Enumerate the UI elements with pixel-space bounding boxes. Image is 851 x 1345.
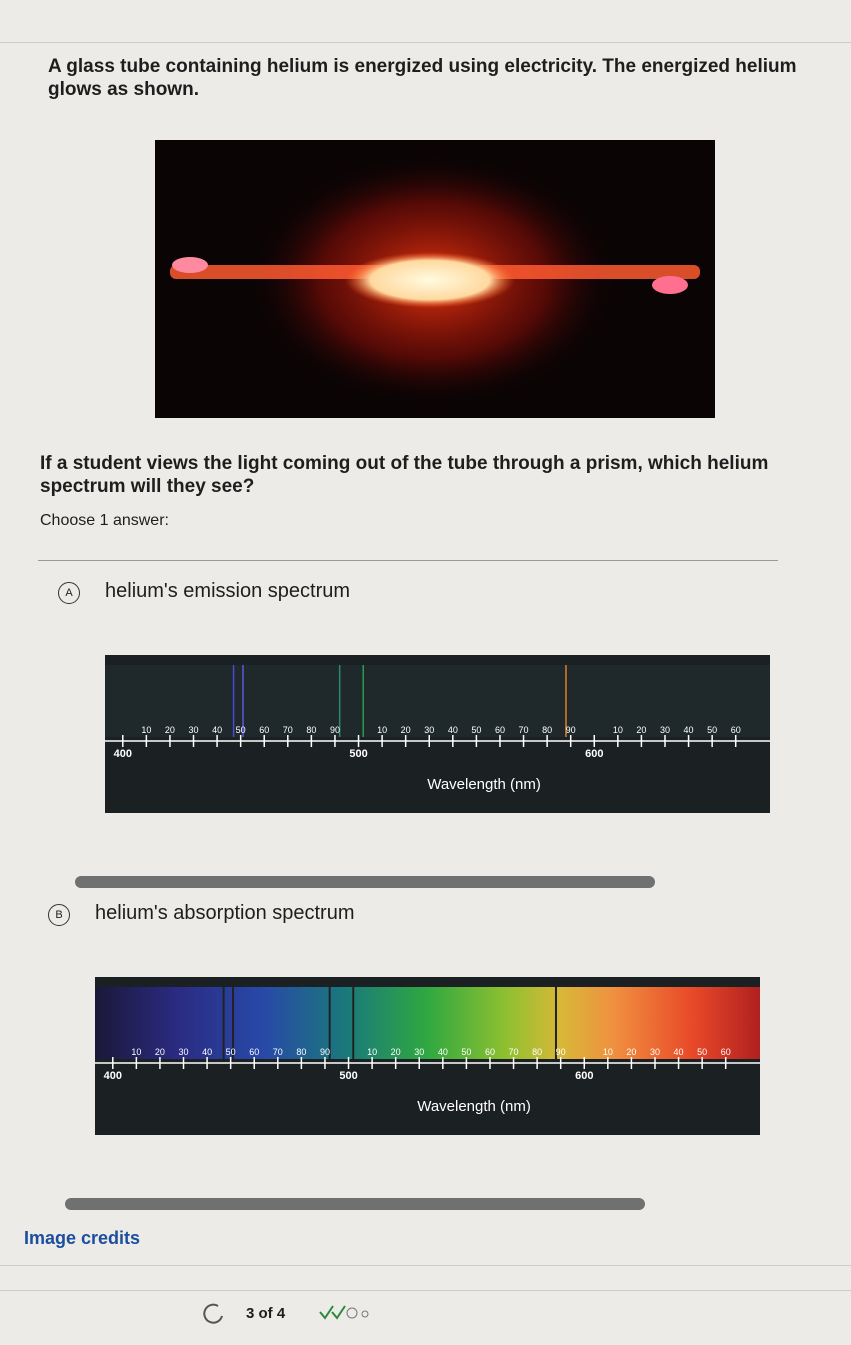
tick-label: 30: [424, 725, 434, 735]
intro: A glass tube containing helium is energi…: [48, 56, 797, 100]
tick-label: 30: [189, 725, 199, 735]
tick-label: 40: [684, 725, 694, 735]
tick-label: 10: [367, 1047, 377, 1057]
tick-label: 80: [532, 1047, 542, 1057]
tick-label: 50: [226, 1047, 236, 1057]
prompt: If a student views the light coming out …: [40, 453, 769, 497]
tick-label: 40: [202, 1047, 212, 1057]
instruction: Choose 1 answer:: [40, 512, 169, 529]
tick-label: 70: [273, 1047, 283, 1057]
tick-label: 80: [542, 725, 552, 735]
tick-label: 50: [461, 1047, 471, 1057]
tick-label: 40: [448, 725, 458, 735]
tick-label: 20: [626, 1047, 636, 1057]
tick-label: 30: [179, 1047, 189, 1057]
tick-label: 20: [165, 725, 175, 735]
progress-icons: [203, 1303, 369, 1324]
helium-tube-image: [155, 140, 715, 418]
tick-label: 400: [114, 748, 132, 760]
spectrum-band: [105, 665, 770, 737]
tick-label: 30: [650, 1047, 660, 1057]
scrollbar: [65, 1198, 645, 1210]
tick-label: 70: [519, 725, 529, 735]
radio[interactable]: A: [58, 582, 80, 604]
tick-label: 90: [566, 725, 576, 735]
tick-label: 20: [636, 725, 646, 735]
tick-label: 600: [585, 748, 603, 760]
tick-label: 600: [575, 1070, 593, 1082]
tick-label: 400: [104, 1070, 122, 1082]
divider: [0, 1265, 851, 1266]
divider: [38, 560, 778, 561]
tick-label: 60: [259, 725, 269, 735]
tick-label: 90: [556, 1047, 566, 1057]
tick-label: 20: [401, 725, 411, 735]
choice-label[interactable]: helium's emission spectrum: [105, 580, 351, 602]
choice-label[interactable]: helium's absorption spectrum: [95, 902, 355, 924]
tick-label: 40: [674, 1047, 684, 1057]
tick-label: 10: [377, 725, 387, 735]
tick-label: 10: [603, 1047, 613, 1057]
tick-label: 50: [697, 1047, 707, 1057]
tick-label: 20: [155, 1047, 165, 1057]
tick-label: 60: [495, 725, 505, 735]
spectrum: 400 10 20 30 40 50 60 70 80 90 500 10 20 30 40 50 60 70 80…: [95, 977, 760, 1135]
tick-label: 60: [485, 1047, 495, 1057]
tick-label: 80: [306, 725, 316, 735]
tick-label: 90: [330, 725, 340, 735]
tick-label: 80: [296, 1047, 306, 1057]
tick-label: 60: [721, 1047, 731, 1057]
axis-label: Wavelength (nm): [427, 776, 541, 793]
axis-label: Wavelength (nm): [417, 1098, 531, 1115]
tick-label: 70: [509, 1047, 519, 1057]
tick-label: 60: [249, 1047, 259, 1057]
divider: [0, 1290, 851, 1291]
tick-label: 40: [438, 1047, 448, 1057]
tick-label: 500: [339, 1070, 357, 1082]
radio[interactable]: B: [48, 904, 70, 926]
tick-label: 20: [391, 1047, 401, 1057]
tick-label: 10: [613, 725, 623, 735]
spectrum-band: [95, 987, 760, 1059]
tick-label: 50: [471, 725, 481, 735]
tick-label: 50: [707, 725, 717, 735]
tick-label: 500: [349, 748, 367, 760]
tick-label: 30: [414, 1047, 424, 1057]
tick-label: 30: [660, 725, 670, 735]
tick-label: 40: [212, 725, 222, 735]
divider: [0, 42, 851, 43]
spectrum: 400 10 20 30 40 50 60 70 80 90 500 10 20 30 40 50 60 70 80…: [105, 655, 770, 813]
tick-label: 70: [283, 725, 293, 735]
tick-label: 50: [236, 725, 246, 735]
tick-label: 60: [731, 725, 741, 735]
scrollbar: [75, 876, 655, 888]
tick-label: 10: [131, 1047, 141, 1057]
tick-label: 10: [141, 725, 151, 735]
image-credits[interactable]: Image credits: [24, 1228, 141, 1248]
progress: 3 of 4: [246, 1305, 286, 1322]
tick-label: 90: [320, 1047, 330, 1057]
